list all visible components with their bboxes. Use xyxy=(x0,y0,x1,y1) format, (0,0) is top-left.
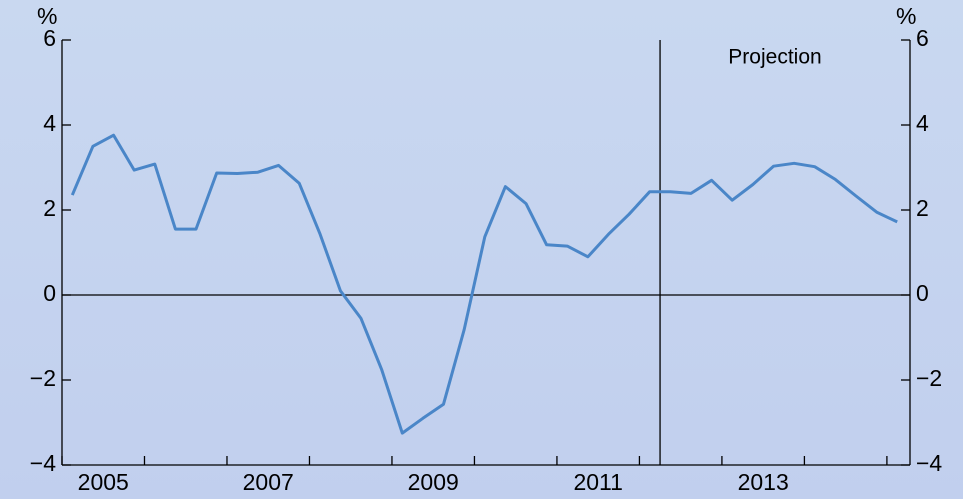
annotation: Projection xyxy=(728,46,821,69)
data-line xyxy=(70,133,898,435)
x-tick-label: 2005 xyxy=(78,469,129,495)
x-tick-label: 2013 xyxy=(738,469,789,495)
y2-tick-label: 2 xyxy=(916,195,929,221)
y2-tick-label: 4 xyxy=(916,110,929,136)
y-tick-label: 4 xyxy=(43,110,56,136)
y-tick-label: −4 xyxy=(30,450,56,476)
y2-axis-label: % xyxy=(896,3,916,29)
y2-tick-label: 6 xyxy=(916,25,929,51)
x-tick-label: 2007 xyxy=(243,469,294,495)
y2-tick-label: 0 xyxy=(916,280,929,306)
y-tick-label: 2 xyxy=(43,195,56,221)
y-tick-label: 6 xyxy=(43,25,56,51)
y-axis-label: % xyxy=(37,3,57,29)
x-tick-label: 2011 xyxy=(573,469,622,495)
y2-tick-label: −2 xyxy=(916,365,942,391)
x-tick-label: 2009 xyxy=(408,469,459,495)
y-tick-label: −2 xyxy=(30,365,56,391)
y2-tick-label: −4 xyxy=(916,450,942,476)
y-tick-label: 0 xyxy=(43,280,56,306)
